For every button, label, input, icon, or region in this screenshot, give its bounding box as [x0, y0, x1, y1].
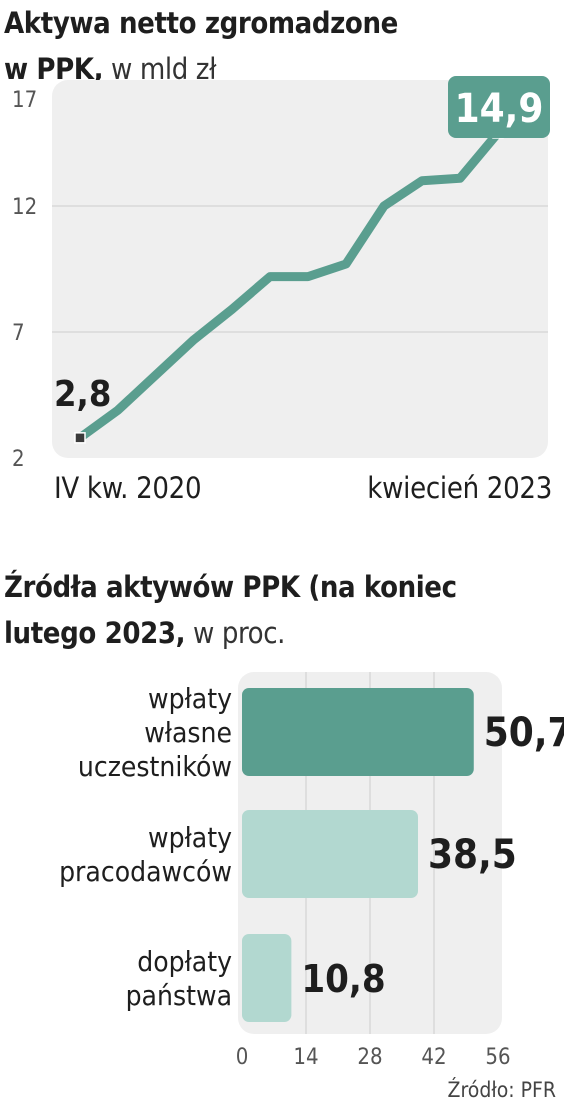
- category-label: pracodawców: [59, 855, 232, 888]
- category-label: uczestników: [78, 750, 232, 783]
- data-label-last: 14,9: [455, 86, 544, 132]
- category-label: wpłaty: [148, 682, 232, 715]
- y-tick-label: 12: [12, 195, 37, 220]
- bar-chart-title: Źródła aktywów PPK (na koniec lutego 202…: [4, 564, 457, 656]
- x-tick-label: 14: [293, 1045, 318, 1070]
- bar-value-label: 10,8: [301, 957, 385, 1001]
- category-label: wpłaty: [148, 821, 232, 854]
- x-tick-label: 28: [357, 1045, 382, 1070]
- title-line-1: Źródła aktywów PPK (na koniec: [4, 570, 457, 604]
- data-point: [74, 432, 86, 444]
- x-tick-label: 42: [421, 1045, 446, 1070]
- x-tick-label: 0: [236, 1045, 249, 1070]
- bar-value-label: 50,7: [484, 710, 564, 756]
- y-tick-label: 7: [12, 321, 25, 346]
- bar: [242, 934, 292, 1022]
- title-bold-part: lutego 2023,: [4, 616, 186, 650]
- line-chart: 17 12 7 2 2,8 14,9 IV kw. 2020 kwiecień 2023: [12, 76, 552, 505]
- series-line: [75, 128, 503, 443]
- x-tick-label: 56: [485, 1045, 510, 1070]
- y-tick-label: 2: [12, 447, 25, 472]
- source-note: Źródło: PFR: [447, 1078, 556, 1102]
- x-label-end: kwiecień 2023: [367, 471, 552, 505]
- data-label-badge: [448, 76, 550, 138]
- category-label: dopłaty: [137, 945, 232, 978]
- title-unit: w proc.: [185, 616, 286, 650]
- bar: [242, 688, 474, 776]
- x-label-start: IV kw. 2020: [54, 471, 201, 505]
- category-label: własne: [144, 716, 232, 749]
- line-chart-title: Aktywa netto zgromadzone w PPK, w mld zł: [4, 0, 398, 92]
- data-label-first: 2,8: [54, 374, 111, 415]
- bar-value-label: 38,5: [428, 832, 517, 878]
- bar: [242, 810, 418, 898]
- category-label: państwa: [126, 979, 232, 1012]
- plot-area: [52, 80, 548, 458]
- y-tick-label: 17: [12, 88, 37, 113]
- title-line-1: Aktywa netto zgromadzone: [4, 6, 398, 40]
